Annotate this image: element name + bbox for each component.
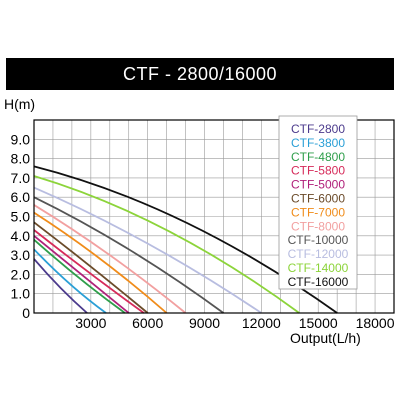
chart-title: CTF - 2800/16000 [6,58,394,90]
legend-item: CTF-4800 [291,150,345,164]
series-line-ctf-3800 [33,248,107,314]
series-line-ctf-12000 [33,186,262,314]
series-line-ctf-7000 [33,211,168,314]
y-tick-label: 0 [22,305,30,321]
legend-item: CTF-8000 [291,219,345,233]
legend-item: CTF-5000 [291,178,345,192]
y-axis-ticks: 0 1.0 2.0 3.0 4.0 5.0 6.0 7.0 8.0 9.0 [11,131,31,321]
x-axis-label: Output(L/h) [290,330,361,346]
series-line-ctf-6000 [33,221,149,314]
legend-item: CTF-12000 [288,247,349,261]
x-tick-label: 12000 [242,315,281,331]
x-tick-label: 15000 [299,315,338,331]
series-line-ctf-8000 [33,204,187,314]
legend-item: CTF-16000 [288,275,349,289]
x-tick-label: 6000 [132,315,163,331]
y-tick-label: 1.0 [11,286,31,302]
y-tick-label: 5.0 [11,209,31,225]
y-tick-label: 6.0 [11,189,31,205]
series-line-ctf-5800 [33,229,145,314]
legend: CTF-2800CTF-3800CTF-4800CTF-5800CTF-5000… [278,115,358,290]
legend-item: CTF-14000 [288,261,349,275]
legend-item: CTF-3800 [291,136,345,150]
series-line-ctf-4800 [33,238,126,314]
legend-item: CTF-2800 [291,122,345,136]
y-tick-label: 8.0 [11,151,31,167]
legend-item: CTF-7000 [291,205,345,219]
x-tick-label: 18000 [356,315,395,331]
legend-item: CTF-6000 [291,192,345,206]
x-axis-ticks: 3000 6000 9000 12000 15000 18000 [75,315,394,331]
x-tick-label: 9000 [189,315,220,331]
x-tick-label: 3000 [75,315,106,331]
legend-box [278,115,358,290]
plot-frame [33,119,395,314]
y-tick-label: 9.0 [11,131,31,147]
legend-item: CTF-10000 [288,233,349,247]
y-axis-label: H(m) [4,96,35,112]
series-line-ctf-2800 [33,258,88,314]
series-line-ctf-5000 [33,235,130,314]
series-line-ctf-10000 [33,196,225,314]
series-line-ctf-14000 [33,175,300,314]
series-lines [33,165,338,314]
y-tick-label: 7.0 [11,170,31,186]
legend-item: CTF-5800 [291,164,345,178]
y-tick-label: 2.0 [11,266,31,282]
y-tick-label: 3.0 [11,247,31,263]
y-tick-label: 4.0 [11,228,31,244]
